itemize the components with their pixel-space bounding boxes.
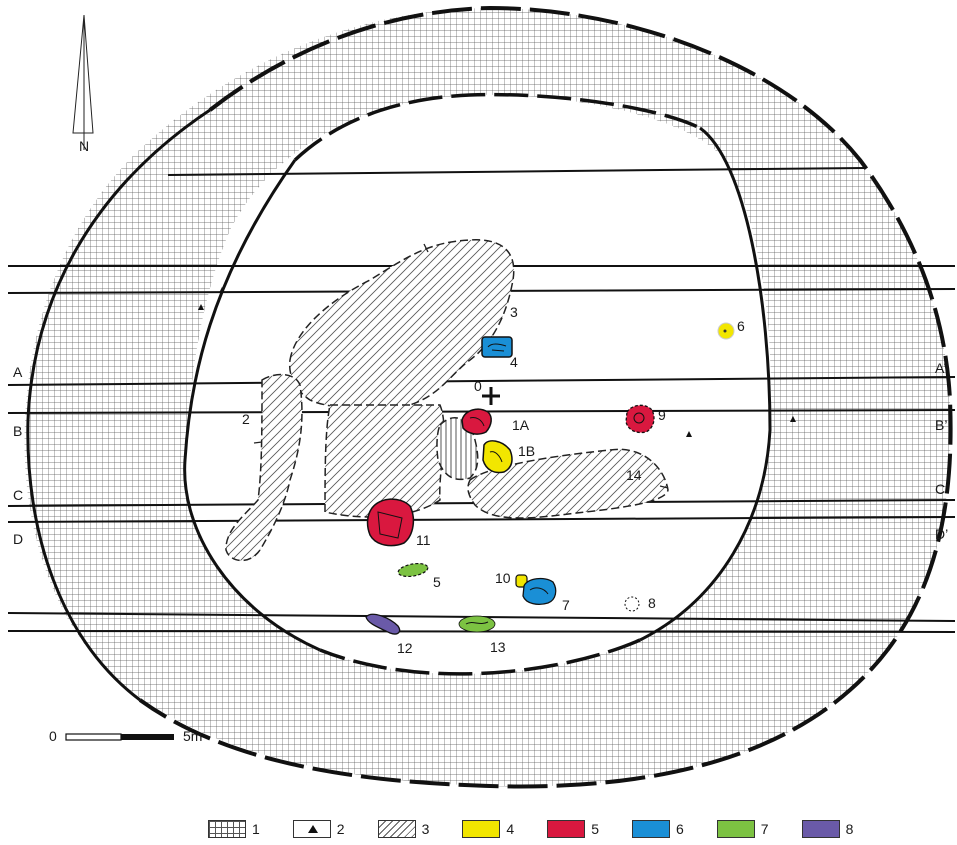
legend-item-5: 5 xyxy=(547,820,599,838)
section-label-d: D xyxy=(13,531,23,547)
feature-label-1a: 1A xyxy=(512,417,530,433)
legend-item-8: 8 xyxy=(801,820,854,838)
feature-label-10: 10 xyxy=(495,570,511,586)
feature-6 xyxy=(717,322,735,340)
legend-swatch-red xyxy=(547,820,586,838)
scale-bar: 0 5m xyxy=(49,728,202,744)
scale-start-label: 0 xyxy=(49,728,57,744)
feature-label-11: 11 xyxy=(416,532,431,548)
feature-label-7: 7 xyxy=(562,597,570,613)
section-label-c-prime: C’ xyxy=(935,481,948,497)
legend-number: 2 xyxy=(336,821,345,837)
legend-swatch-green xyxy=(716,820,755,838)
north-label: N xyxy=(79,138,89,154)
hatched-areas xyxy=(225,239,669,562)
feature-label-12: 12 xyxy=(397,640,413,656)
section-label-b-prime: B’ xyxy=(935,417,947,433)
area-vertical-hatch xyxy=(436,417,479,481)
feature-label-3: 3 xyxy=(510,304,518,320)
legend-swatch-grid xyxy=(208,820,246,838)
area-14 xyxy=(467,448,669,519)
feature-label-8: 8 xyxy=(648,595,656,611)
find-points xyxy=(198,287,796,437)
section-label-d-prime: D’ xyxy=(935,526,948,542)
legend-swatch-blue xyxy=(631,820,670,838)
feature-label-13: 13 xyxy=(490,639,506,655)
ring-inner-edge-north xyxy=(293,92,701,162)
legend-item-2: 2 xyxy=(292,820,345,838)
feature-11 xyxy=(366,498,415,547)
section-label-a: A xyxy=(13,364,23,380)
feature-9 xyxy=(625,404,655,434)
ring-inner-edge-south xyxy=(319,638,641,676)
area-ticks xyxy=(253,243,669,489)
legend-item-6: 6 xyxy=(631,820,684,838)
feature-1b xyxy=(482,440,513,474)
feature-label-4: 4 xyxy=(510,354,518,370)
section-label-b: B xyxy=(13,423,22,439)
ring-bank xyxy=(24,8,951,787)
legend-swatch-yellow xyxy=(462,820,501,838)
legend-swatch-hatch xyxy=(377,820,416,838)
legend: 1 2 3 4 5 6 7 8 xyxy=(208,818,886,840)
scale-end-label: 5m xyxy=(183,728,202,744)
feature-5 xyxy=(397,562,429,578)
feature-label-6: 6 xyxy=(737,318,745,334)
feature-label-5: 5 xyxy=(433,574,441,590)
feature-13 xyxy=(458,615,496,633)
feature-label-0: 0 xyxy=(474,378,482,394)
feature-label-9: 9 xyxy=(658,407,666,423)
legend-item-1: 1 xyxy=(208,820,260,838)
feature-12 xyxy=(365,613,401,635)
legend-swatch-purple xyxy=(801,820,840,838)
legend-number: 7 xyxy=(760,821,769,837)
datum-cross xyxy=(482,387,500,405)
feature-7 xyxy=(522,577,557,605)
section-label-a-prime: A’ xyxy=(935,360,946,376)
legend-item-4: 4 xyxy=(462,820,514,838)
legend-item-3: 3 xyxy=(377,820,430,838)
feature-10 xyxy=(515,574,528,588)
ring-outer-edge-west xyxy=(26,108,211,702)
area-2 xyxy=(225,373,303,562)
ring-inner-edge xyxy=(183,126,772,652)
section-label-c: C xyxy=(13,487,23,503)
legend-number: 8 xyxy=(845,821,854,837)
north-arrow: N xyxy=(72,14,94,154)
legend-number: 4 xyxy=(506,821,515,837)
legend-number: 3 xyxy=(421,821,430,837)
feature-label-2: 2 xyxy=(242,411,250,427)
legend-number: 1 xyxy=(252,821,260,837)
triangle-icon xyxy=(307,825,318,833)
feature-4 xyxy=(481,336,513,358)
legend-swatch-triangle xyxy=(292,820,331,838)
feature-label-14: 14 xyxy=(626,467,642,483)
legend-number: 6 xyxy=(675,821,684,837)
feature-8 xyxy=(624,596,640,612)
legend-number: 5 xyxy=(591,821,599,837)
feature-label-1b: 1B xyxy=(518,443,535,459)
legend-item-7: 7 xyxy=(716,820,769,838)
feature-1a xyxy=(461,408,492,435)
